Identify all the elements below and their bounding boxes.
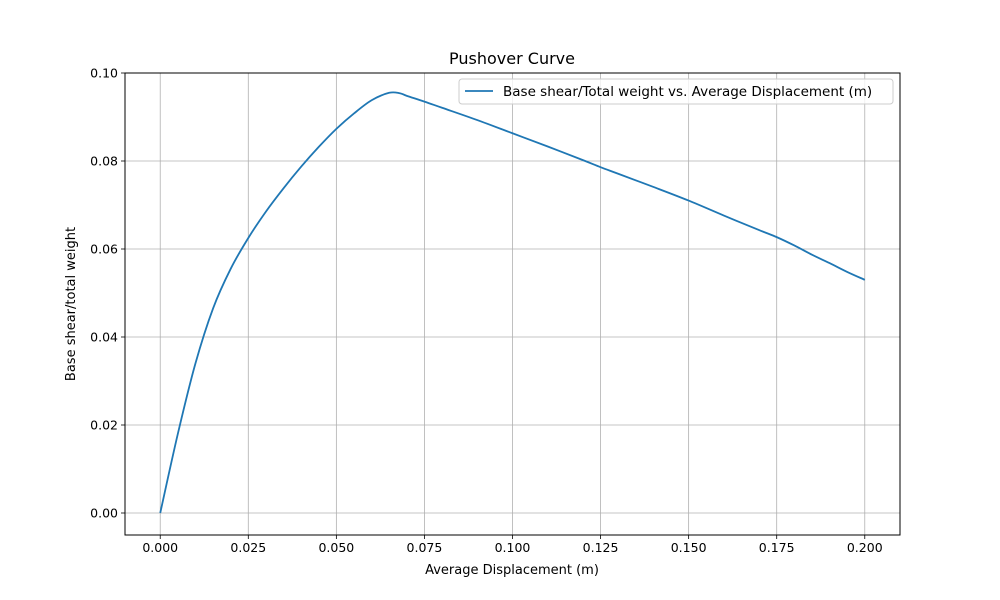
x-tick-label: 0.000 bbox=[142, 540, 178, 555]
y-tick-label: 0.06 bbox=[90, 242, 118, 257]
x-tick-label: 0.050 bbox=[318, 540, 354, 555]
x-tick-label: 0.125 bbox=[583, 540, 619, 555]
y-axis-ticks: 0.00 0.02 0.04 0.06 0.08 0.10 bbox=[90, 66, 125, 521]
x-tick-label: 0.175 bbox=[759, 540, 795, 555]
y-axis-label: Base shear/total weight bbox=[64, 227, 79, 381]
x-tick-label: 0.100 bbox=[495, 540, 531, 555]
y-tick-label: 0.04 bbox=[90, 330, 118, 345]
series-line bbox=[159, 91, 866, 514]
x-tick-label: 0.150 bbox=[671, 540, 707, 555]
x-tick-label: 0.025 bbox=[230, 540, 266, 555]
y-tick-label: 0.08 bbox=[90, 154, 118, 169]
x-tick-label: 0.075 bbox=[407, 540, 443, 555]
x-axis-label: Average Displacement (m) bbox=[425, 563, 599, 578]
series-layer bbox=[159, 91, 866, 514]
x-tick-label: 0.200 bbox=[847, 540, 883, 555]
legend: Base shear/Total weight vs. Average Disp… bbox=[458, 78, 894, 105]
legend-entry-label: Base shear/Total weight vs. Average Disp… bbox=[503, 84, 872, 100]
legend-box bbox=[458, 78, 894, 105]
y-tick-label: 0.02 bbox=[90, 418, 118, 433]
y-tick-label: 0.00 bbox=[90, 506, 118, 521]
x-axis-ticks: 0.000 0.025 0.050 0.075 0.100 0.125 0.150 0.175… bbox=[142, 535, 883, 555]
chart-title: Pushover Curve bbox=[449, 49, 575, 68]
y-tick-label: 0.10 bbox=[90, 66, 118, 81]
